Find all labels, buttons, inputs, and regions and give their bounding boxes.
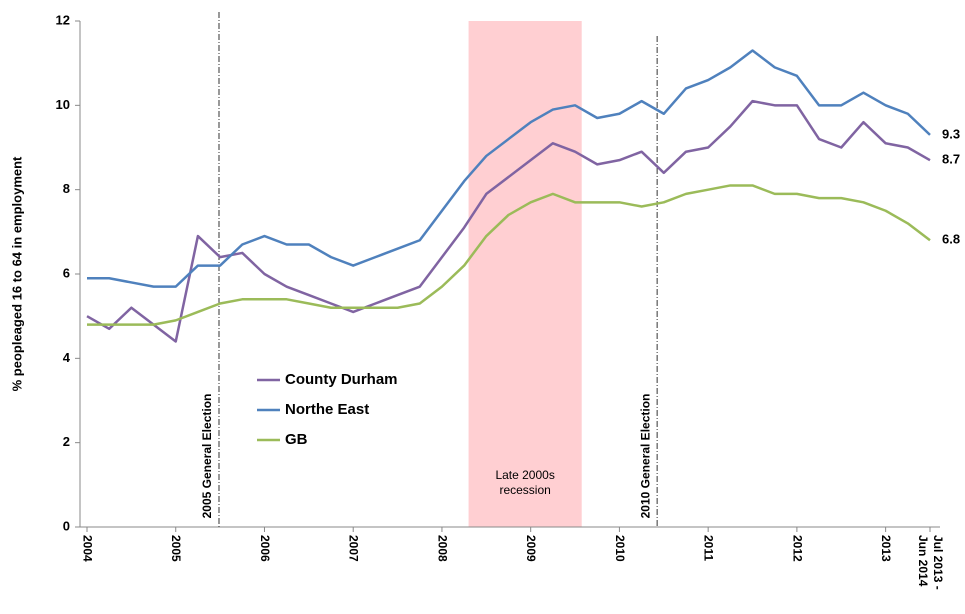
end-label: 8.7 (942, 152, 960, 167)
region-label: recession (499, 483, 550, 497)
x-tick-label: 2011 (701, 535, 716, 562)
series-line (87, 184, 931, 326)
legend-label: County Durham (285, 371, 398, 388)
y-tick-label: 6 (63, 265, 70, 280)
y-tick-label: 0 (63, 518, 70, 533)
y-tick-label: 2 (63, 434, 70, 449)
x-tick-label: 2010 (612, 535, 627, 562)
x-tick-label: 2007 (346, 535, 361, 562)
y-tick-label: 12 (56, 12, 70, 27)
legend-label: GB (285, 431, 308, 448)
y-tick-label: 10 (56, 97, 70, 112)
y-tick-label: 4 (63, 350, 71, 365)
region-label: Late 2000s (495, 468, 554, 482)
x-tick-label: 2006 (257, 535, 272, 562)
legend-label: Northe East (285, 401, 369, 418)
x-tick-label: 2012 (790, 535, 805, 562)
x-tick-label: 2008 (435, 535, 450, 562)
y-axis-title: % peopleaged 16 to 64 in employment (9, 156, 24, 391)
x-tick-label: 2004 (80, 535, 95, 562)
y-tick-label: 8 (63, 181, 70, 196)
end-label: 6.8 (942, 232, 960, 247)
end-label: 9.3 (942, 126, 960, 141)
x-tick-label: 2009 (524, 535, 539, 562)
event-label: 2005 General Election (200, 394, 214, 519)
x-tick-label: 2013 (879, 535, 894, 562)
shaded-region (468, 21, 582, 527)
x-tick-label: Jul 2013 - Jun 2014 (916, 535, 945, 590)
event-label: 2010 General Election (638, 394, 652, 519)
series-line (87, 49, 931, 288)
x-tick-label: 2005 (169, 535, 184, 562)
series-line (86, 99, 931, 343)
